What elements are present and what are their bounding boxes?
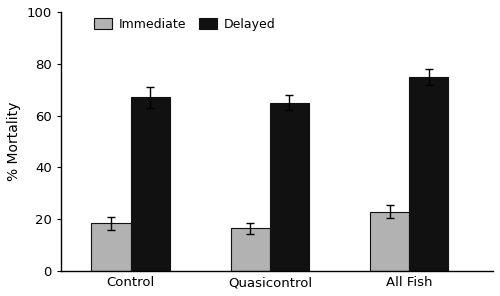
Bar: [231, 229, 270, 271]
Bar: [370, 212, 410, 271]
Bar: [270, 103, 309, 271]
Legend: Immediate, Delayed: Immediate, Delayed: [88, 13, 280, 36]
Bar: [130, 97, 170, 271]
Bar: [410, 77, 449, 271]
Bar: [92, 223, 130, 271]
Y-axis label: % Mortality: % Mortality: [7, 102, 21, 181]
